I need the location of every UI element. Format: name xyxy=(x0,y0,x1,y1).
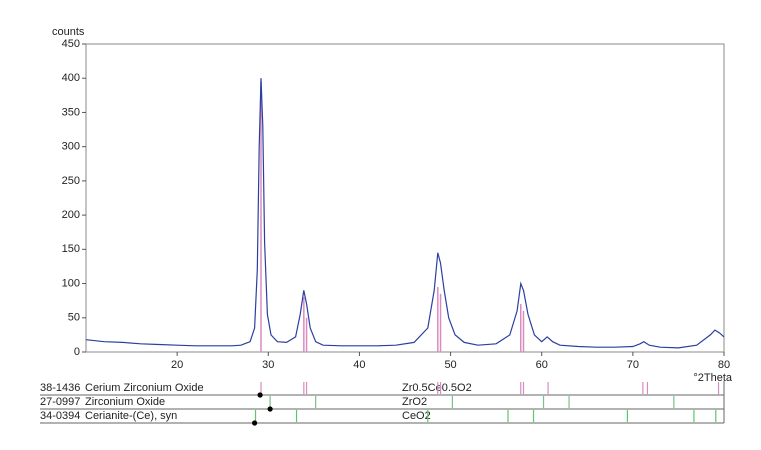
y-tick-label: 300 xyxy=(62,141,80,153)
reference-marker xyxy=(252,420,258,426)
reference-code: 38-1436 xyxy=(40,382,80,394)
reference-formula: Zr0.5Ce0.5O2 xyxy=(402,382,472,394)
y-tick-label: 50 xyxy=(68,312,80,324)
reference-formula: CeO2 xyxy=(402,410,431,422)
y-tick-label: 150 xyxy=(62,243,80,255)
reference-marker xyxy=(267,406,273,412)
y-tick-label: 0 xyxy=(74,346,80,358)
y-tick-label: 400 xyxy=(62,72,80,84)
y-tick-label: 200 xyxy=(62,209,80,221)
reference-code: 34-0394 xyxy=(40,410,80,422)
y-tick-label: 100 xyxy=(62,277,80,289)
reference-formula: ZrO2 xyxy=(402,396,427,408)
reference-name: Cerium Zirconium Oxide xyxy=(85,382,204,394)
y-tick-label: 250 xyxy=(62,175,80,187)
reference-name: Cerianite-(Ce), syn xyxy=(85,410,177,422)
x-tick-label: 70 xyxy=(627,359,639,371)
x-tick-label: 50 xyxy=(444,359,456,371)
reference-code: 27-0997 xyxy=(40,396,80,408)
plot-frame xyxy=(85,43,725,353)
reference-name: Zirconium Oxide xyxy=(85,396,165,408)
x-tick-label: 40 xyxy=(353,359,365,371)
x-tick-label: 30 xyxy=(262,359,274,371)
y-tick-label: 450 xyxy=(62,38,80,50)
y-axis-label: counts xyxy=(52,26,85,38)
x-tick-label: 20 xyxy=(171,359,183,371)
x-tick-label: 80 xyxy=(718,359,730,371)
pattern-line xyxy=(85,78,725,349)
x-tick-label: 60 xyxy=(536,359,548,371)
x-axis-label: °2Theta xyxy=(693,372,733,384)
y-tick-label: 350 xyxy=(62,106,80,118)
reference-marker xyxy=(257,392,263,398)
